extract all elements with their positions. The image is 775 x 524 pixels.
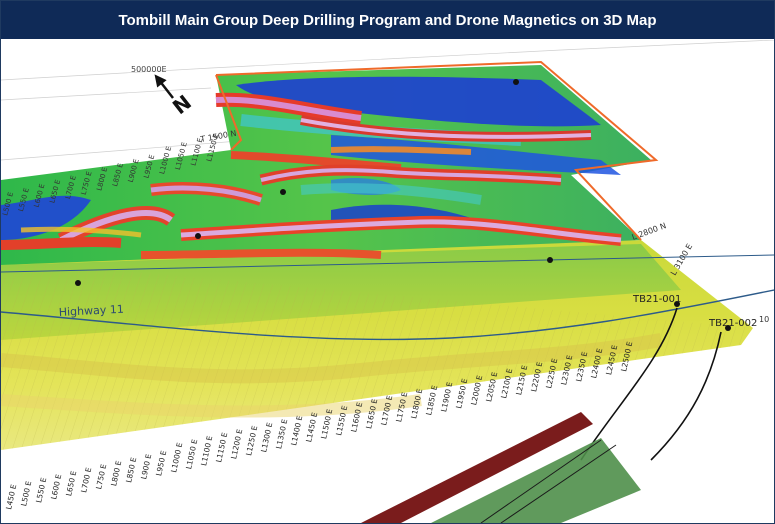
survey-line-label: L550 E: [34, 477, 48, 504]
survey-grid-lines: [1, 39, 774, 161]
survey-line-label: L500 E: [19, 480, 33, 507]
survey-line-label: L850 E: [124, 456, 138, 483]
drillhole-label-1: TB21-001: [632, 294, 681, 305]
side-label-right: L 3100 E: [669, 242, 694, 277]
survey-line-label: L650 E: [64, 470, 78, 497]
survey-line-label: L1300 E: [259, 421, 274, 453]
survey-line-label: L950 E: [154, 450, 168, 477]
survey-line-label: L800 E: [109, 460, 123, 487]
magnetic-surface-high: [1, 65, 651, 265]
drillhole-label-2: TB21-002: [708, 318, 757, 329]
survey-line-label: L1350 E: [274, 418, 289, 450]
map-viewport[interactable]: Highway 11 TB21-001 TB21-002: [1, 39, 774, 523]
survey-line-label: L1050 E: [184, 438, 199, 470]
underground-block-red: [361, 412, 593, 523]
block-right-label: L 2800 N: [631, 221, 668, 242]
survey-line-label: L1800 E: [409, 388, 424, 420]
title-bar: Tombill Main Group Deep Drilling Program…: [1, 1, 774, 39]
survey-line-label: L1200 E: [229, 428, 244, 460]
figure-title: Tombill Main Group Deep Drilling Program…: [118, 11, 657, 29]
survey-line-label: L600 E: [49, 473, 63, 500]
survey-line-label: L700 E: [79, 466, 93, 493]
highway-label: Highway 11: [58, 303, 124, 319]
survey-line-label: L900 E: [139, 453, 153, 480]
survey-line-label: L450 E: [4, 483, 18, 510]
easting-label: 500000E: [131, 65, 167, 74]
drill-traces: [580, 307, 722, 461]
magnetic-surface-low: [1, 240, 753, 450]
map-3d-view: Highway 11 TB21-001 TB21-002: [1, 39, 774, 523]
underground-block-green: [431, 438, 641, 523]
far-right-label: 10: [759, 315, 769, 324]
drill-collars: [75, 79, 731, 331]
survey-line-label: L1400 E: [289, 415, 304, 447]
survey-line-label: L1000 E: [169, 442, 184, 474]
survey-line-label: L750 E: [94, 463, 108, 490]
survey-line-label: L1250 E: [244, 425, 259, 457]
claim-boundary: [215, 60, 659, 241]
survey-line-label: L1100 E: [199, 435, 214, 467]
highway-11-line: [1, 289, 774, 341]
north-arrow-icon: [154, 74, 174, 99]
survey-line-label: L1150 E: [214, 431, 229, 463]
north-label: N: [168, 90, 196, 119]
